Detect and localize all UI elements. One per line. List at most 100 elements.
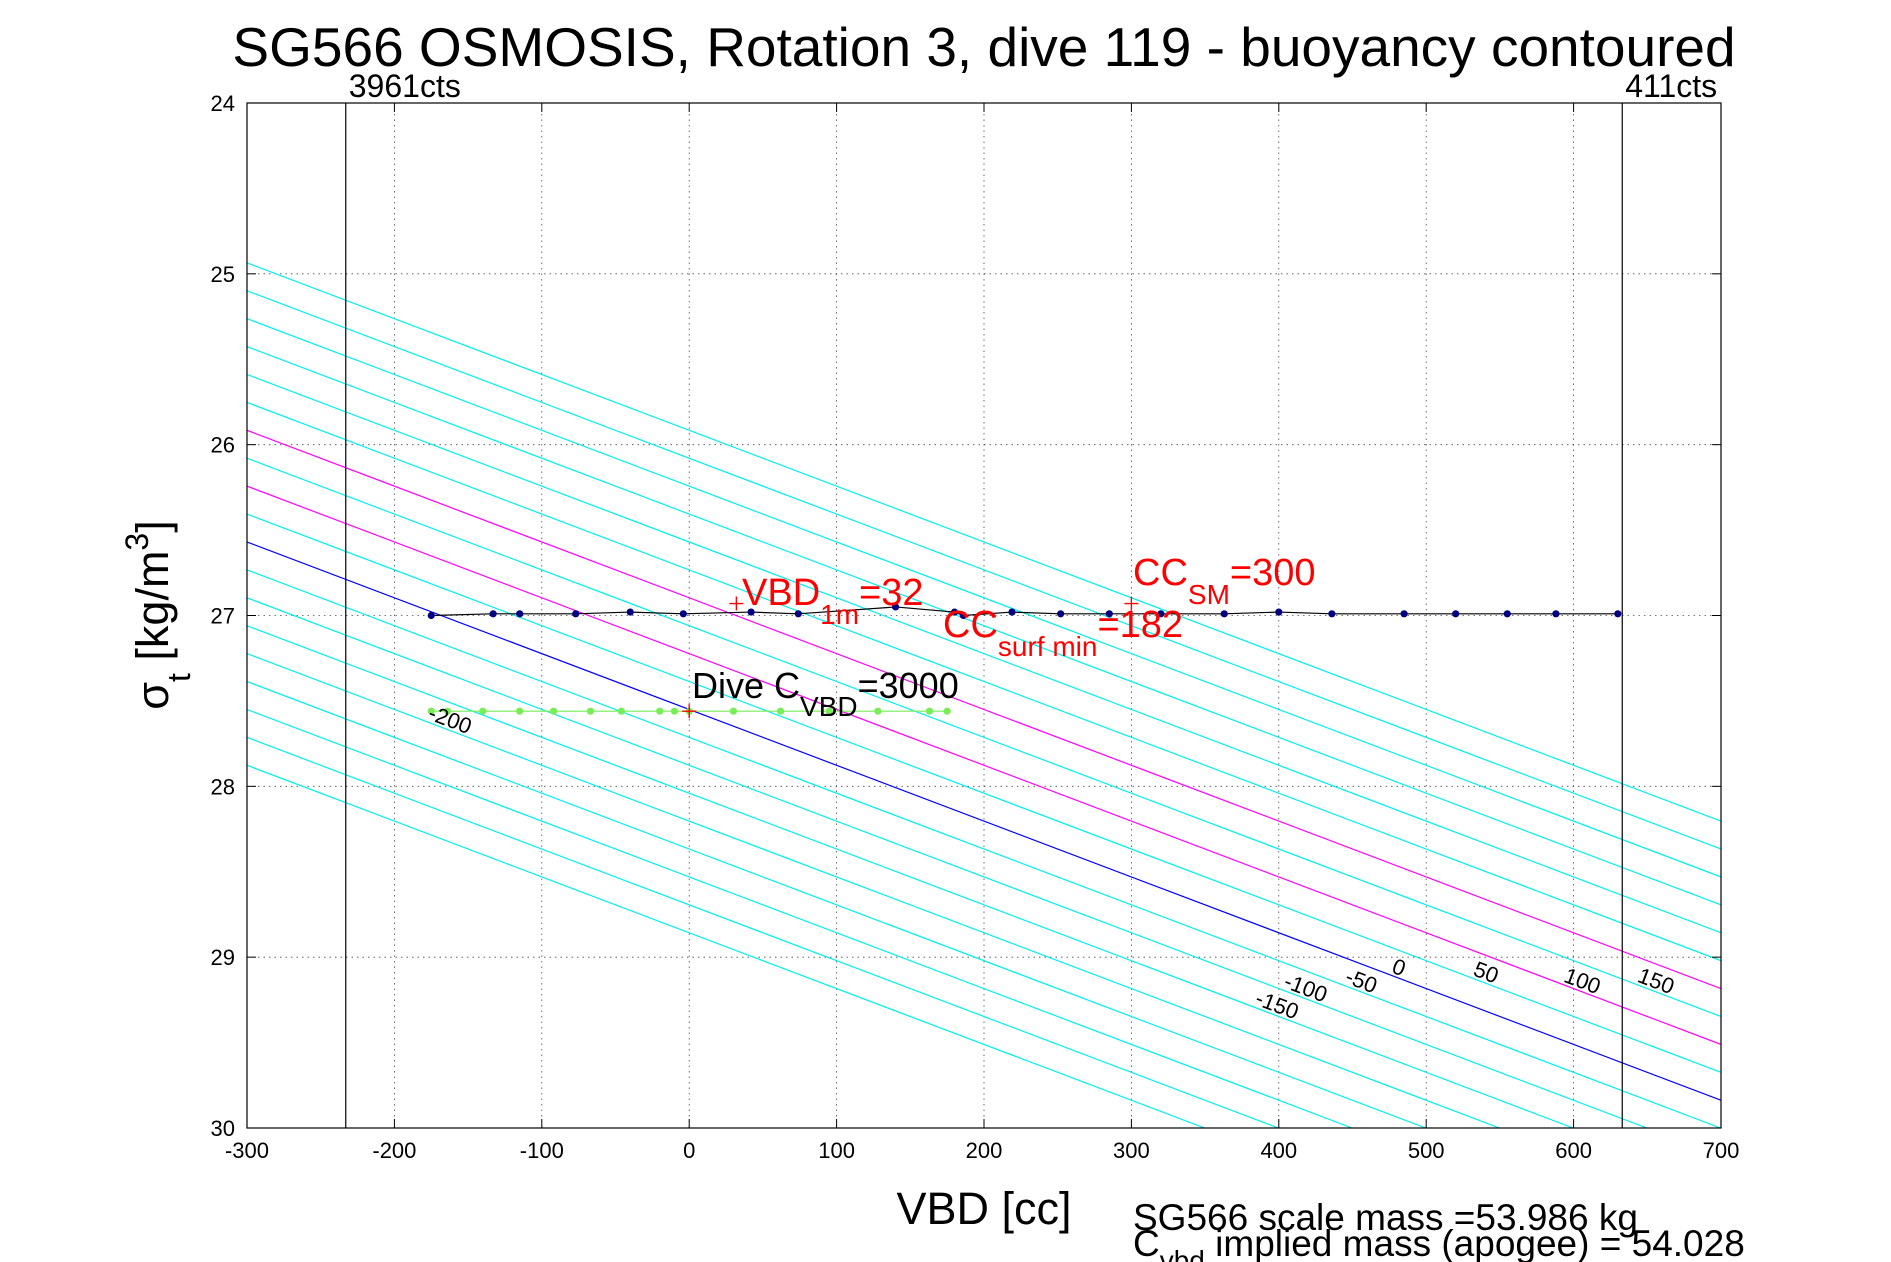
x-tick-label: 700 — [1703, 1138, 1740, 1163]
surface-point — [626, 608, 634, 616]
bottom-point — [656, 707, 664, 715]
surface-point — [1400, 610, 1408, 618]
y-tick-label: 26 — [211, 433, 235, 458]
reference-points — [682, 596, 1139, 719]
annotation-cc-surf-min: CCsurf min=182 — [943, 604, 1183, 662]
buoyancy-contours — [247, 262, 1721, 1128]
contour-labels: -200-150-100 -50 0 50 100 150 — [425, 700, 1678, 1024]
footer-scale-mass: SG566 scale mass =53.986 kg — [1133, 1197, 1638, 1238]
surface-line — [431, 606, 1618, 617]
bottom-point — [479, 707, 487, 715]
x-tick-label: 0 — [683, 1138, 695, 1163]
x-tick-label: -300 — [225, 1138, 269, 1163]
contour-label: 150 — [1635, 963, 1678, 999]
surface-point — [1275, 608, 1283, 616]
dive-series — [427, 601, 1622, 715]
contour-line — [247, 345, 1721, 906]
contour-line — [247, 736, 1279, 1128]
y-tick-label: 27 — [211, 604, 235, 629]
bottom-point — [825, 707, 833, 715]
bottom-point — [617, 707, 625, 715]
y-tick-label: 30 — [211, 1116, 235, 1141]
contour-line — [247, 373, 1721, 934]
x-tick-label: -200 — [372, 1138, 416, 1163]
surface-point — [959, 611, 967, 620]
x-tick-label: 100 — [818, 1138, 855, 1163]
contour-label: 100 — [1561, 963, 1604, 999]
x-tick-label: 600 — [1555, 1138, 1592, 1163]
bottom-point — [874, 707, 882, 715]
contour-line — [247, 680, 1426, 1128]
contour-line — [247, 652, 1500, 1128]
marker-Dive_CVBD — [682, 704, 697, 719]
surface-point — [516, 610, 524, 618]
bottom-point — [549, 707, 558, 715]
x-tick-label: 200 — [966, 1138, 1003, 1163]
surface-point — [1552, 610, 1560, 618]
contour-line — [247, 485, 1721, 1046]
bottom-point — [670, 707, 679, 715]
x-axis-label: VBD [cc] — [896, 1183, 1071, 1234]
annotation-vbd-1m: VBD1m=32 — [742, 572, 924, 630]
bottom-point — [516, 707, 524, 715]
contour-line — [247, 569, 1721, 1128]
chart-title: SG566 OSMOSIS, Rotation 3, dive 119 - bu… — [232, 16, 1735, 78]
marker-VBD_1m — [729, 596, 744, 611]
y-tick-label: 24 — [211, 91, 235, 116]
y-tick-label: 25 — [211, 262, 235, 287]
surface-point — [1452, 610, 1460, 618]
contour-line — [247, 318, 1721, 878]
bottom-point — [925, 707, 934, 715]
contour-line — [247, 262, 1721, 822]
annotation-cc-sm: CCSM=300 — [1133, 552, 1315, 610]
x-tick-label: 500 — [1408, 1138, 1445, 1163]
annotation-dive-cvbd: Dive CVBD=3000 — [692, 665, 959, 722]
surface-point — [891, 603, 900, 611]
surface-point — [794, 610, 802, 618]
x-tick-label: -100 — [520, 1138, 564, 1163]
surface-point — [1057, 610, 1065, 618]
axis-ticks: -300 -200 -100 0 100 200 300 400 500 600 700 24 25 26… — [211, 91, 1740, 1163]
surface-point — [1105, 610, 1113, 618]
contour-line — [247, 625, 1574, 1128]
contour-line — [247, 708, 1353, 1128]
surface-point — [1503, 610, 1511, 618]
bottom-point — [943, 707, 951, 715]
vbd-limit-lines: 3961cts 411cts — [345, 68, 1717, 1128]
surface-point — [1328, 610, 1336, 618]
surface-point — [1008, 608, 1016, 616]
surface-point — [1614, 610, 1622, 618]
bottom-point — [443, 707, 452, 715]
surface-point — [489, 610, 497, 618]
surface-point — [1220, 610, 1228, 618]
bottom-point — [729, 707, 738, 715]
surface-point — [950, 608, 959, 616]
x-tick-label: 300 — [1113, 1138, 1150, 1163]
surface-point — [747, 608, 755, 616]
surface-point — [679, 610, 687, 618]
contour-line — [247, 401, 1721, 962]
y-axis-label: σt [kg/m3] — [119, 520, 197, 710]
vbd-limit-label: 3961cts — [349, 68, 461, 104]
surface-point — [1157, 610, 1165, 618]
bottom-point — [427, 707, 435, 715]
bottom-point — [776, 707, 785, 715]
contour-label: 50 — [1470, 956, 1502, 988]
y-tick-label: 28 — [211, 774, 235, 799]
footer-implied-mass: Cvbd implied mass (apogee) = 54.028 — [1133, 1223, 1745, 1262]
surface-point — [427, 611, 435, 620]
contour-line — [247, 513, 1721, 1073]
grid-lines — [247, 103, 1721, 1128]
contour-line — [247, 290, 1721, 850]
contour-line — [247, 597, 1648, 1128]
marker-CC_SM — [1124, 596, 1139, 611]
vbd-limit-label: 411cts — [1625, 68, 1717, 104]
contour-label: -200 — [425, 700, 475, 739]
y-tick-label: 29 — [211, 945, 235, 970]
surface-point — [572, 610, 580, 618]
x-tick-label: 400 — [1260, 1138, 1297, 1163]
bottom-point — [586, 707, 595, 715]
contour-line — [247, 429, 1721, 990]
contour-line — [247, 457, 1721, 1018]
